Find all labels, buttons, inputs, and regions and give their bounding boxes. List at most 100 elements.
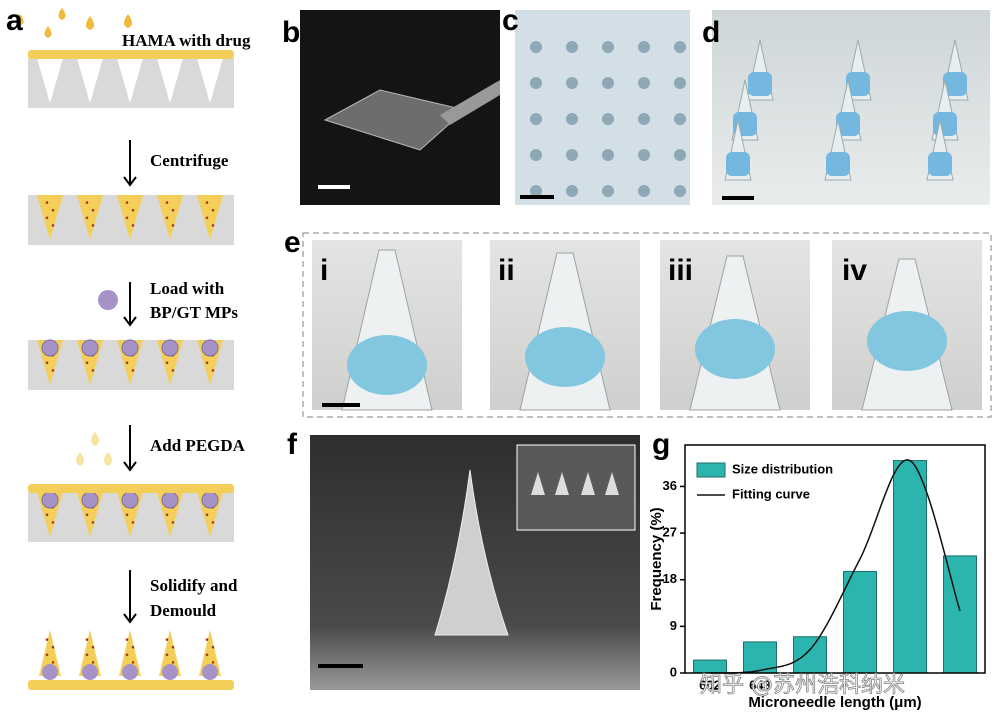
dot: [45, 361, 49, 365]
needle-dot: [530, 77, 542, 89]
dot: [171, 224, 175, 227]
y-tick-label: 0: [670, 664, 677, 679]
step-label: BP/GT MPs: [150, 303, 238, 322]
droplet: [86, 16, 94, 30]
chart: 0 9 18 27 36 602 643 Microneedle length (μm) Fre…: [648, 444, 986, 711]
base: [28, 680, 234, 690]
drug-zone: [748, 72, 772, 96]
y-tick-label: 9: [670, 618, 677, 633]
microparticle: [161, 339, 179, 357]
bar: [843, 570, 877, 674]
dot: [205, 216, 209, 220]
drug-zone: [846, 72, 870, 96]
drug-zone: [347, 335, 427, 395]
sub-label: i: [320, 254, 328, 287]
layer: [28, 484, 234, 493]
dot: [205, 513, 209, 517]
needle-dot: [638, 149, 650, 161]
dot: [45, 638, 49, 641]
dot: [171, 645, 175, 649]
legend-label: Size distribution: [732, 461, 833, 476]
microparticle: [98, 290, 118, 310]
y-tick-label: 27: [663, 525, 677, 540]
x-axis-label: Microneedle length (μm): [748, 694, 921, 711]
needle-dot: [566, 113, 578, 125]
needle-dot: [602, 185, 614, 197]
needle-dot: [602, 77, 614, 89]
dot: [171, 369, 175, 372]
sub-label: iv: [842, 254, 867, 287]
needle: [605, 472, 619, 495]
dot: [171, 661, 175, 664]
dot: [51, 661, 55, 664]
dot: [125, 653, 129, 657]
step-label: HAMA with drug: [122, 31, 251, 50]
needle-dot: [530, 149, 542, 161]
frame: [302, 232, 992, 418]
dot: [45, 201, 49, 204]
dot: [205, 361, 209, 365]
step-label: Centrifuge: [150, 151, 229, 170]
scale-bar: [318, 664, 363, 668]
droplet: [104, 452, 112, 466]
microparticle: [161, 491, 179, 509]
drug-zone: [726, 152, 750, 176]
dot: [131, 661, 135, 664]
panel-label: d: [702, 16, 720, 49]
bar: [893, 460, 927, 674]
drug-zone: [933, 112, 957, 136]
needle-dot: [674, 113, 686, 125]
needle-dot: [638, 77, 650, 89]
dot: [165, 513, 169, 517]
droplet: [124, 14, 132, 28]
dot: [125, 513, 129, 517]
dot: [205, 638, 209, 641]
bar: [743, 641, 777, 674]
droplet: [16, 14, 24, 26]
cavity: [117, 195, 143, 240]
dot: [85, 653, 89, 657]
dot: [165, 653, 169, 657]
needle-dot: [638, 41, 650, 53]
cavity: [157, 58, 183, 103]
dot: [131, 208, 135, 212]
droplet: [76, 452, 84, 466]
needle: [39, 630, 61, 676]
needle-dot: [566, 149, 578, 161]
scale-bar: [722, 196, 754, 200]
needle-dot: [674, 149, 686, 161]
microparticle: [42, 664, 58, 680]
needle-dot: [674, 77, 686, 89]
dot: [125, 361, 129, 365]
step-label: Add PEGDA: [150, 436, 246, 455]
y-tick-label: 18: [663, 571, 677, 586]
legend-swatch: [696, 462, 726, 478]
microparticle: [81, 491, 99, 509]
arrow-head: [123, 461, 137, 472]
dot: [85, 201, 89, 204]
dot: [131, 369, 135, 372]
needle: [79, 630, 101, 676]
dot: [91, 645, 95, 649]
step-label: Solidify and: [150, 576, 238, 595]
needle-dot: [602, 41, 614, 53]
dot: [125, 638, 129, 641]
tweezer: [440, 80, 500, 125]
needle-dot: [566, 41, 578, 53]
needle: [531, 472, 545, 495]
arrow-head: [123, 613, 137, 624]
needle: [199, 630, 221, 676]
cavity: [77, 195, 103, 240]
sub-label: ii: [498, 254, 515, 287]
needle: [555, 472, 569, 495]
dot: [51, 369, 55, 372]
panel-label: c: [502, 4, 519, 37]
needle-dot: [530, 185, 542, 197]
dot: [45, 653, 49, 657]
microparticle: [201, 491, 219, 509]
dot: [131, 224, 135, 227]
microparticle: [201, 339, 219, 357]
x-tick-label: 643: [749, 677, 771, 692]
dot: [85, 216, 89, 220]
dot: [165, 201, 169, 204]
